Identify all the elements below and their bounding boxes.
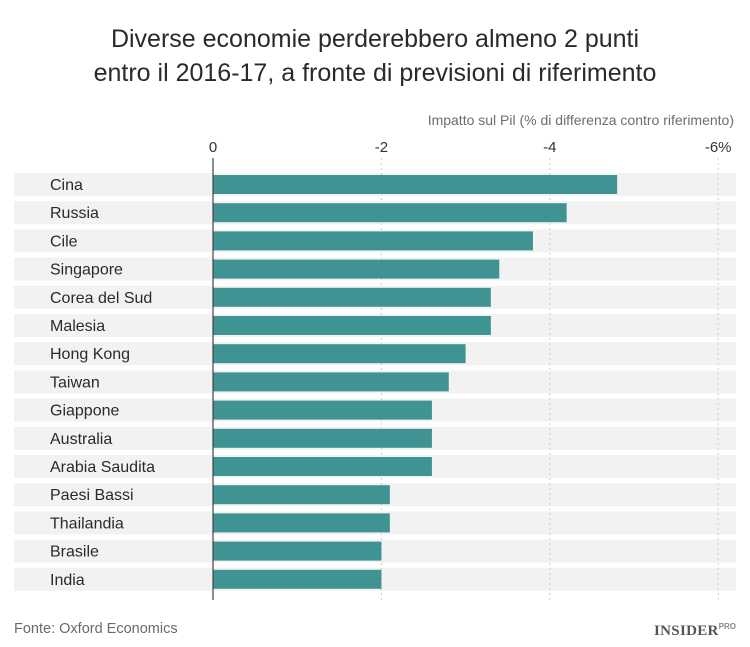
category-label: Malesia xyxy=(50,318,105,335)
source-note: Fonte: Oxford Economics xyxy=(14,621,178,637)
category-label: Paesi Bassi xyxy=(50,487,134,504)
bar-giappone xyxy=(213,400,432,420)
bar-russia xyxy=(213,203,567,223)
bar-singapore xyxy=(213,259,500,279)
category-label: Thailandia xyxy=(50,515,124,532)
bar-hong-kong xyxy=(213,344,466,364)
bar-australia xyxy=(213,428,432,448)
chart-title-line-2: entro il 2016-17, a fronte di previsioni… xyxy=(93,59,657,87)
category-label: India xyxy=(50,572,85,589)
category-label: Cina xyxy=(50,177,83,194)
category-label: Brasile xyxy=(50,544,99,561)
category-label: Singapore xyxy=(50,262,123,279)
bar-malesia xyxy=(213,316,491,335)
category-label: Australia xyxy=(50,431,112,448)
category-label: Giappone xyxy=(50,403,119,420)
category-label: Taiwan xyxy=(50,374,100,391)
x-tick-label: -4 xyxy=(543,139,556,156)
chart-title-line-1: Diverse economie perderebbero almeno 2 p… xyxy=(110,25,640,53)
insider-pro-logo: INSIDERPRO xyxy=(654,622,736,640)
bar-cina xyxy=(213,175,618,194)
bar-arabia-saudita xyxy=(213,457,432,476)
logo-pro-text: PRO xyxy=(718,622,736,631)
bar-india xyxy=(213,569,382,589)
category-label: Arabia Saudita xyxy=(50,459,155,476)
bar-brasile xyxy=(213,541,382,561)
x-axis-label: Impatto sul Pil (% di differenza contro … xyxy=(427,112,734,128)
category-label: Corea del Sud xyxy=(50,290,152,307)
chart-title: Diverse economie perderebbero almeno 2 p… xyxy=(0,22,750,90)
category-label: Russia xyxy=(50,205,99,222)
logo-text: INSIDER xyxy=(654,623,719,639)
x-tick-label: -6% xyxy=(705,139,732,156)
bar-thailandia xyxy=(213,513,390,533)
x-tick-label: 0 xyxy=(209,139,217,156)
bar-paesi-bassi xyxy=(213,485,390,505)
category-label: Cile xyxy=(50,233,78,250)
category-label: Hong Kong xyxy=(50,346,130,363)
bar-taiwan xyxy=(213,372,449,392)
bar-corea-del-sud xyxy=(213,287,491,307)
bar-cile xyxy=(213,231,533,251)
x-tick-label: -2 xyxy=(375,139,388,156)
